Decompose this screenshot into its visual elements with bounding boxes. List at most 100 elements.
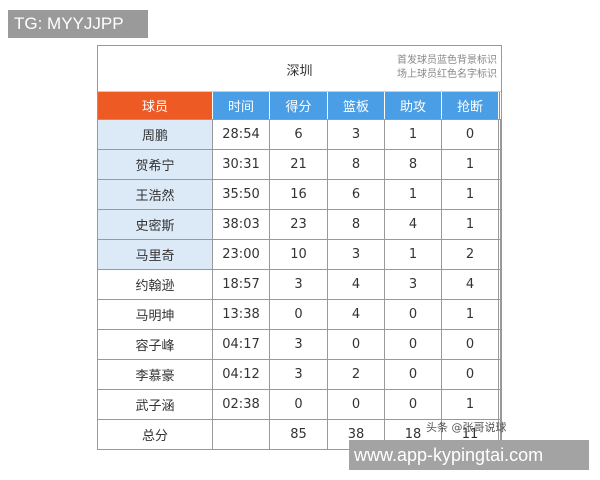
- cell-extra: [499, 210, 501, 239]
- cell-player: 约翰逊: [98, 270, 213, 299]
- cell-assists: 0: [385, 390, 442, 419]
- table-body: 周鹏 28:54 6 3 1 0 贺希宁 30:31 21 8 8 1 王浩然 35:50 16 6 1 1 史密斯…: [98, 120, 501, 450]
- cell-points: 16: [270, 180, 328, 209]
- cell-extra: [499, 120, 501, 149]
- header-time: 时间: [213, 92, 270, 119]
- cell-player: 周鹏: [98, 120, 213, 149]
- cell-rebounds: 3: [328, 240, 385, 269]
- cell-time: 38:03: [213, 210, 270, 239]
- cell-extra: [499, 240, 501, 269]
- cell-steals: 1: [442, 150, 499, 179]
- cell-assists: 18: [385, 420, 442, 449]
- cell-rebounds: 3: [328, 120, 385, 149]
- table-row: 容子峰 04:17 3 0 0 0: [98, 330, 501, 360]
- cell-assists: 8: [385, 150, 442, 179]
- cell-player: 总分: [98, 420, 213, 449]
- cell-rebounds: 0: [328, 390, 385, 419]
- header-rebounds: 篮板: [328, 92, 385, 119]
- cell-steals: 4: [442, 270, 499, 299]
- cell-steals: 0: [442, 360, 499, 389]
- cell-rebounds: 2: [328, 360, 385, 389]
- table-row: 马里奇 23:00 10 3 1 2: [98, 240, 501, 270]
- cell-steals: 1: [442, 300, 499, 329]
- cell-steals: 1: [442, 210, 499, 239]
- cell-steals: 1: [442, 390, 499, 419]
- tg-label: TG: MYYJJPP: [8, 10, 148, 38]
- header-row: 球员 时间 得分 篮板 助攻 抢断: [98, 92, 501, 120]
- table-row: 武子涵 02:38 0 0 0 1: [98, 390, 501, 420]
- cell-time: 13:38: [213, 300, 270, 329]
- cell-assists: 1: [385, 120, 442, 149]
- cell-time: 23:00: [213, 240, 270, 269]
- cell-player: 容子峰: [98, 330, 213, 359]
- table-row: 约翰逊 18:57 3 4 3 4: [98, 270, 501, 300]
- cell-rebounds: 8: [328, 210, 385, 239]
- cell-time: [213, 420, 270, 449]
- table-row: 周鹏 28:54 6 3 1 0: [98, 120, 501, 150]
- cell-steals: 1: [442, 180, 499, 209]
- cell-extra: [499, 180, 501, 209]
- cell-player: 武子涵: [98, 390, 213, 419]
- cell-extra: [499, 330, 501, 359]
- header-player: 球员: [98, 92, 213, 119]
- cell-points: 85: [270, 420, 328, 449]
- cell-points: 0: [270, 390, 328, 419]
- cell-time: 04:12: [213, 360, 270, 389]
- cell-extra: [499, 420, 501, 449]
- table-title-row: 深圳 首发球员蓝色背景标识 场上球员红色名字标识: [98, 46, 501, 92]
- cell-rebounds: 38: [328, 420, 385, 449]
- cell-rebounds: 6: [328, 180, 385, 209]
- cell-points: 3: [270, 360, 328, 389]
- cell-points: 23: [270, 210, 328, 239]
- note-on-court: 场上球员红色名字标识: [397, 69, 497, 80]
- cell-points: 0: [270, 300, 328, 329]
- cell-player: 李慕豪: [98, 360, 213, 389]
- header-assists: 助攻: [385, 92, 442, 119]
- cell-steals: 2: [442, 240, 499, 269]
- cell-assists: 1: [385, 180, 442, 209]
- cell-player: 史密斯: [98, 210, 213, 239]
- cell-time: 35:50: [213, 180, 270, 209]
- header-extra: [499, 92, 501, 119]
- cell-rebounds: 0: [328, 330, 385, 359]
- cell-points: 3: [270, 330, 328, 359]
- cell-rebounds: 4: [328, 300, 385, 329]
- site-watermark: www.app-kypingtai.com: [349, 440, 589, 470]
- cell-rebounds: 4: [328, 270, 385, 299]
- cell-assists: 1: [385, 240, 442, 269]
- team-name: 深圳: [286, 64, 313, 79]
- cell-extra: [499, 360, 501, 389]
- cell-assists: 4: [385, 210, 442, 239]
- table-row: 马明坤 13:38 0 4 0 1: [98, 300, 501, 330]
- cell-extra: [499, 390, 501, 419]
- header-points: 得分: [270, 92, 328, 119]
- box-score-table: 深圳 首发球员蓝色背景标识 场上球员红色名字标识 球员 时间 得分 篮板 助攻 抢…: [97, 45, 502, 450]
- table-row: 王浩然 35:50 16 6 1 1: [98, 180, 501, 210]
- cell-steals: 0: [442, 120, 499, 149]
- cell-time: 02:38: [213, 390, 270, 419]
- cell-points: 3: [270, 270, 328, 299]
- cell-time: 04:17: [213, 330, 270, 359]
- cell-points: 10: [270, 240, 328, 269]
- cell-points: 6: [270, 120, 328, 149]
- total-row: 总分 85 38 18 11: [98, 420, 501, 450]
- credit-watermark: 头条 @张哥说球: [426, 421, 507, 434]
- cell-player: 马里奇: [98, 240, 213, 269]
- cell-time: 28:54: [213, 120, 270, 149]
- cell-extra: [499, 270, 501, 299]
- cell-points: 21: [270, 150, 328, 179]
- cell-time: 18:57: [213, 270, 270, 299]
- cell-rebounds: 8: [328, 150, 385, 179]
- cell-time: 30:31: [213, 150, 270, 179]
- cell-assists: 0: [385, 360, 442, 389]
- cell-steals: 0: [442, 330, 499, 359]
- table-row: 贺希宁 30:31 21 8 8 1: [98, 150, 501, 180]
- note-starters: 首发球员蓝色背景标识: [397, 55, 497, 66]
- cell-extra: [499, 150, 501, 179]
- cell-extra: [499, 300, 501, 329]
- header-steals: 抢断: [442, 92, 499, 119]
- table-row: 史密斯 38:03 23 8 4 1: [98, 210, 501, 240]
- cell-steals: 11: [442, 420, 499, 449]
- legend-note: 首发球员蓝色背景标识 场上球员红色名字标识: [397, 54, 497, 82]
- cell-assists: 0: [385, 330, 442, 359]
